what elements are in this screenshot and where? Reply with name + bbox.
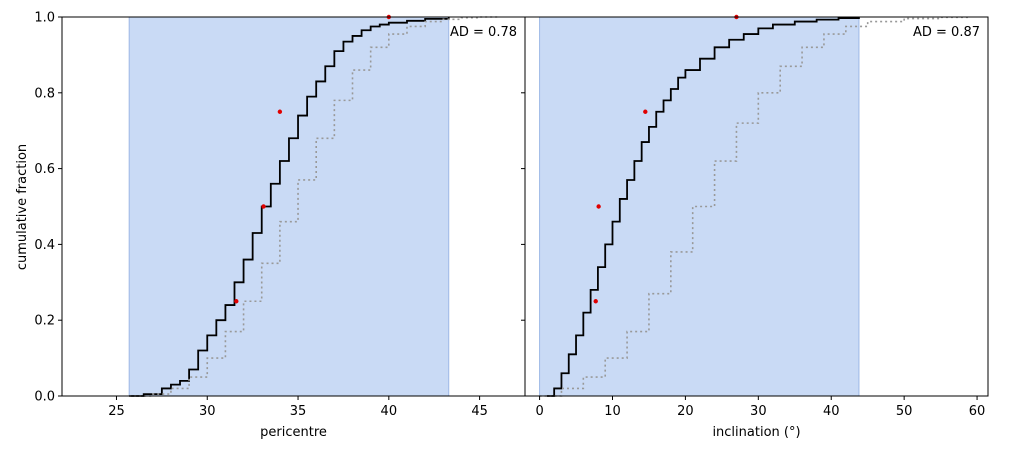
series-group <box>539 16 971 397</box>
quartile-point <box>234 299 239 304</box>
data-line <box>129 17 450 397</box>
x-tick-label: 40 <box>381 404 398 419</box>
x-tick-label: 40 <box>823 404 840 419</box>
x-tick-label: 35 <box>290 404 307 419</box>
x-axis-label: inclination (°) <box>712 425 800 440</box>
y-tick-label: 1.0 <box>34 11 55 26</box>
y-tick-label: 0.4 <box>34 238 55 253</box>
quartile-point <box>593 299 598 304</box>
pericentre-panel: 25 30 35 40 45 0.0 0.2 0.4 0.6 0.8 1.0 pericentre… <box>34 11 526 440</box>
x-tick-label: 45 <box>471 404 488 419</box>
shaded-band <box>128 16 450 397</box>
quartile-point <box>277 109 283 114</box>
quartile-point <box>596 204 601 209</box>
y-tick-label: 0.0 <box>34 390 55 405</box>
y-axis-label: cumulative fraction <box>15 144 30 270</box>
data-line <box>546 17 860 397</box>
quartile-point <box>261 204 266 209</box>
x-tick-label: 20 <box>677 404 694 419</box>
y-tick-label: 0.6 <box>34 162 55 177</box>
axes-frame <box>524 16 989 397</box>
x-tick-label: 60 <box>969 404 986 419</box>
quartile-point <box>643 109 648 114</box>
x-tick-label: 50 <box>896 404 913 419</box>
band-rect <box>539 16 860 397</box>
x-tick-label: 25 <box>108 404 125 419</box>
x-tick-label: 30 <box>750 404 767 419</box>
ad-annotation: AD = 0.78 <box>450 25 517 40</box>
y-tick-label: 0.8 <box>34 86 55 101</box>
x-ticks: 0 10 20 30 40 50 60 <box>535 396 985 419</box>
x-tick-label: 10 <box>604 404 621 419</box>
y-ticks <box>521 16 525 397</box>
shaded-band <box>539 16 860 397</box>
band-rect <box>128 16 450 397</box>
y-tick-label: 0.2 <box>34 314 55 329</box>
ad-annotation: AD = 0.87 <box>913 25 980 40</box>
y-ticks: 0.0 0.2 0.4 0.6 0.8 1.0 <box>34 11 62 405</box>
inclination-panel: 0 10 20 30 40 50 60 inclination (°) AD = 0.87 <box>521 14 989 440</box>
series-group <box>129 16 498 397</box>
x-ticks: 25 30 35 40 45 <box>108 396 488 419</box>
x-axis-label: pericentre <box>260 425 327 440</box>
x-tick-label: 30 <box>199 404 216 419</box>
x-tick-label: 0 <box>535 404 543 419</box>
